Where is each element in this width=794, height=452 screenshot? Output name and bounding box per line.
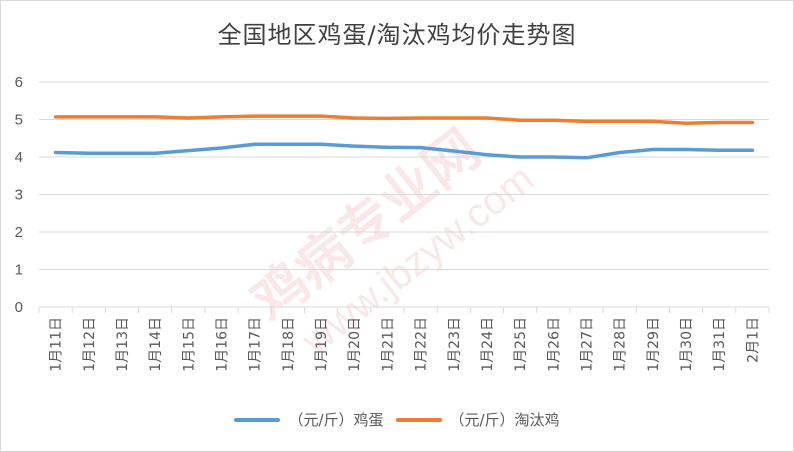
x-tick-label: 1月20日 [347, 317, 363, 372]
x-tick-label: 1月21日 [380, 317, 396, 372]
legend: （元/斤）鸡蛋 （元/斤）淘汰鸡 [1, 409, 793, 430]
x-tick-label: 1月14日 [148, 317, 164, 372]
x-tick-label: 1月16日 [215, 317, 231, 372]
y-tick-label: 1 [15, 262, 23, 279]
x-tick-label: 1月15日 [181, 317, 197, 372]
x-tick-label: 1月19日 [314, 317, 330, 372]
y-tick-label: 0 [15, 299, 23, 316]
x-tick-label: 1月30日 [679, 317, 695, 372]
x-tick-label: 1月27日 [580, 317, 596, 372]
legend-label-culled-hen: （元/斤）淘汰鸡 [449, 411, 560, 429]
x-tick-label: 1月12日 [82, 317, 98, 372]
y-tick-label: 2 [15, 224, 23, 241]
x-tick-label: 1月29日 [646, 317, 662, 372]
chart-title: 全国地区鸡蛋/淘汰鸡均价走势图 [217, 21, 577, 49]
legend-swatch-egg [234, 417, 281, 422]
y-tick-label: 4 [15, 149, 23, 166]
x-tick-label: 1月31日 [712, 317, 728, 372]
series-line-1 [53, 114, 755, 125]
legend-item-egg: （元/斤）鸡蛋 [234, 409, 384, 430]
x-tick-label: 1月26日 [546, 317, 562, 372]
x-tick-label: 1月23日 [447, 317, 463, 372]
legend-swatch-culled-hen [395, 417, 442, 422]
x-tick-label: 1月13日 [115, 317, 131, 372]
x-tick-label: 1月22日 [414, 317, 430, 372]
x-tick-label: 1月17日 [248, 317, 264, 372]
y-tick-label: 6 [15, 74, 23, 91]
legend-label-egg: （元/斤）鸡蛋 [288, 411, 384, 429]
x-tick-label: 2月1日 [745, 317, 761, 363]
series-line-0 [53, 142, 755, 160]
x-tick-label: 1月11日 [49, 317, 65, 372]
legend-item-culled-hen: （元/斤）淘汰鸡 [395, 409, 560, 430]
x-tick-label: 1月24日 [480, 317, 496, 372]
y-tick-label: 3 [15, 187, 23, 204]
y-tick-label: 5 [15, 112, 23, 129]
x-tick-label: 1月28日 [613, 317, 629, 372]
x-tick-label: 1月18日 [281, 317, 297, 372]
x-tick-label: 1月25日 [513, 317, 529, 372]
